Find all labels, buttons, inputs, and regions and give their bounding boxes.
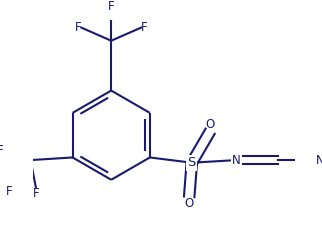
- Text: F: F: [0, 144, 3, 157]
- Text: N: N: [232, 154, 241, 167]
- Text: O: O: [185, 197, 194, 210]
- Text: F: F: [33, 187, 39, 200]
- Text: F: F: [5, 185, 12, 198]
- Text: O: O: [205, 118, 215, 131]
- Text: S: S: [188, 156, 196, 169]
- Text: N: N: [316, 154, 322, 167]
- Text: F: F: [108, 0, 115, 13]
- Text: F: F: [75, 21, 81, 34]
- Text: F: F: [141, 21, 148, 34]
